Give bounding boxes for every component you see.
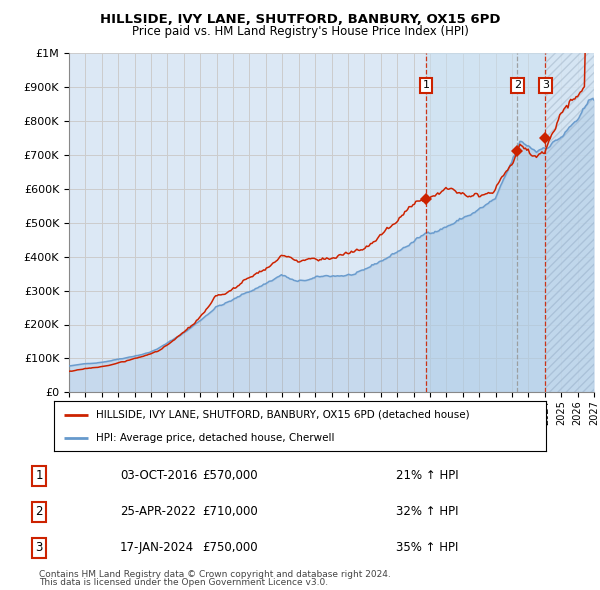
Text: £710,000: £710,000: [202, 505, 258, 519]
Bar: [426, 53, 545, 392]
Text: 21% ↑ HPI: 21% ↑ HPI: [396, 469, 458, 482]
Text: Price paid vs. HM Land Registry's House Price Index (HPI): Price paid vs. HM Land Registry's House …: [131, 25, 469, 38]
Text: 32% ↑ HPI: 32% ↑ HPI: [396, 505, 458, 519]
Bar: [545, 53, 594, 392]
Text: £570,000: £570,000: [202, 469, 258, 482]
Text: 1: 1: [422, 80, 430, 90]
Text: HPI: Average price, detached house, Cherwell: HPI: Average price, detached house, Cher…: [96, 433, 334, 443]
Text: HILLSIDE, IVY LANE, SHUTFORD, BANBURY, OX15 6PD (detached house): HILLSIDE, IVY LANE, SHUTFORD, BANBURY, O…: [96, 409, 469, 419]
Bar: [545, 53, 594, 392]
Text: 35% ↑ HPI: 35% ↑ HPI: [396, 542, 458, 555]
Text: 2: 2: [514, 80, 521, 90]
Text: 17-JAN-2024: 17-JAN-2024: [120, 542, 194, 555]
Text: This data is licensed under the Open Government Licence v3.0.: This data is licensed under the Open Gov…: [39, 578, 328, 587]
Text: 03-OCT-2016: 03-OCT-2016: [120, 469, 197, 482]
Text: £750,000: £750,000: [202, 542, 258, 555]
Text: 25-APR-2022: 25-APR-2022: [120, 505, 196, 519]
Bar: [545, 53, 594, 392]
Text: 3: 3: [35, 542, 43, 555]
Text: Contains HM Land Registry data © Crown copyright and database right 2024.: Contains HM Land Registry data © Crown c…: [39, 570, 391, 579]
Text: 2: 2: [35, 505, 43, 519]
Text: 1: 1: [35, 469, 43, 482]
Text: 3: 3: [542, 80, 549, 90]
Text: HILLSIDE, IVY LANE, SHUTFORD, BANBURY, OX15 6PD: HILLSIDE, IVY LANE, SHUTFORD, BANBURY, O…: [100, 13, 500, 26]
